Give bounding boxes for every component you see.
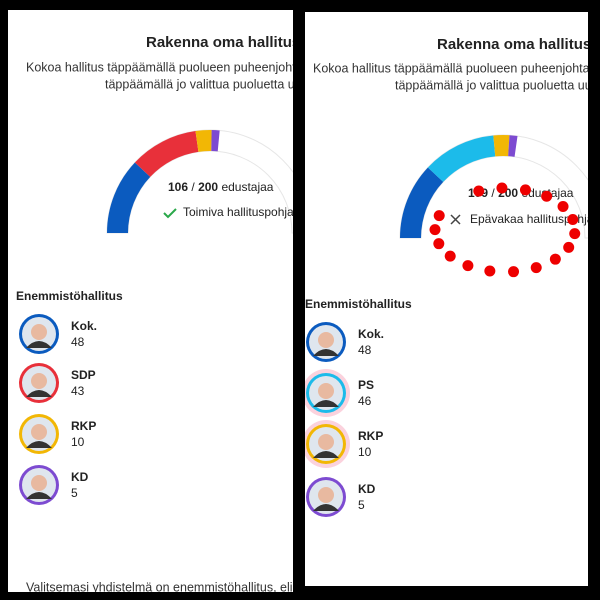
- annotation-dot: [496, 182, 508, 194]
- party-seats: 5: [71, 486, 78, 500]
- footer: Valitsemasi yhdistelmä on enemmistöhalli…: [26, 580, 293, 592]
- party-name: Kok.: [358, 327, 384, 341]
- count-part: edustajaa: [221, 180, 273, 194]
- party-seats: 46: [358, 394, 372, 408]
- avatar-body: [313, 400, 339, 407]
- annotation-dot: [519, 184, 531, 196]
- annotation-dot: [462, 260, 474, 272]
- party-seats: 10: [71, 435, 85, 449]
- party-name: SDP: [71, 368, 96, 382]
- arc-segment: [211, 130, 220, 152]
- avatar-body: [313, 504, 339, 511]
- party-seats: 48: [358, 343, 372, 357]
- subtitle: Kokoa hallitus täppäämällä puolueen puhe…: [313, 61, 588, 75]
- annotation-dot: [508, 266, 520, 278]
- count-part: 200: [198, 180, 218, 194]
- annotation-dot: [473, 185, 485, 197]
- title: Rakenna oma hallitus: [146, 34, 293, 51]
- count-part: /: [191, 180, 195, 194]
- arc-segment: [400, 167, 444, 238]
- annotation-dot: [563, 241, 575, 253]
- status: Epävakaa hallituspohja: [470, 212, 588, 226]
- party-seats: 10: [358, 445, 372, 459]
- avatar-face: [31, 373, 47, 389]
- arc-segment: [134, 131, 199, 177]
- party-name: RKP: [358, 429, 383, 443]
- subtitle: täppäämällä jo valittua puoluetta uu: [105, 77, 293, 91]
- arc-segment: [195, 130, 212, 152]
- subtitle: Kokoa hallitus täppäämällä puolueen puhe…: [26, 60, 293, 74]
- avatar-body: [26, 492, 52, 499]
- party-seats: 5: [358, 498, 365, 512]
- party-seats: 43: [71, 384, 85, 398]
- status: Toimiva hallituspohja: [183, 205, 293, 219]
- subtitle: täppäämällä jo valittua puoluetta uu: [395, 78, 588, 92]
- title: Rakenna oma hallitus: [437, 36, 588, 53]
- heading: Enemmistöhallitus: [16, 289, 123, 303]
- arc-segment: [107, 162, 151, 233]
- annotation-dot: [541, 190, 553, 202]
- annotation-dot: [569, 228, 581, 240]
- avatar-body: [26, 341, 52, 348]
- panel-right: Rakenna oma hallitus Kokoa hallitus täppä…: [305, 12, 588, 586]
- annotation-dot: [433, 210, 445, 222]
- party-name: KD: [71, 470, 89, 484]
- party-name: PS: [358, 378, 374, 392]
- count-part: 106: [168, 180, 188, 194]
- party-name: Kok.: [71, 319, 97, 333]
- avatar-body: [313, 451, 339, 458]
- annotation-dot: [433, 238, 445, 250]
- check-icon: [163, 208, 177, 219]
- annotation-dot: [557, 201, 569, 213]
- avatar-body: [26, 390, 52, 397]
- count-part: /: [491, 186, 495, 200]
- arc-segment: [427, 135, 496, 182]
- arc-segment: [493, 135, 510, 157]
- avatar-face: [31, 424, 47, 440]
- annotation-dot: [567, 213, 579, 225]
- arc-segment: [508, 135, 518, 157]
- avatar-face: [31, 324, 47, 340]
- avatar-face: [31, 475, 47, 491]
- annotation-dot: [429, 224, 441, 236]
- x-icon: [450, 214, 461, 225]
- party-seats: 48: [71, 335, 85, 349]
- avatar-body: [26, 441, 52, 448]
- panel-left: Rakenna oma hallitus Kokoa hallitus täppä…: [8, 10, 293, 592]
- party-name: KD: [358, 482, 376, 496]
- annotation-dot: [549, 253, 561, 265]
- heading: Enemmistöhallitus: [305, 297, 412, 311]
- avatar-face: [318, 487, 334, 503]
- avatar-face: [318, 332, 334, 348]
- avatar-body: [313, 349, 339, 356]
- annotation-dot: [530, 262, 542, 274]
- avatar-face: [318, 383, 334, 399]
- annotation-dot: [484, 265, 496, 277]
- annotation-dot: [444, 250, 456, 262]
- seat-count: 106 / 200 edustajaa: [168, 180, 274, 194]
- avatar-face: [318, 434, 334, 450]
- party-name: RKP: [71, 419, 96, 433]
